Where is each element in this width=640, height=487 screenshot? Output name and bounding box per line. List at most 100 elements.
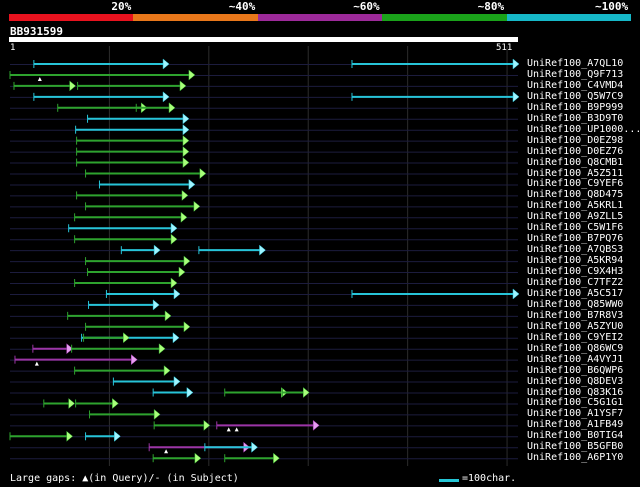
segment-arrowhead bbox=[112, 397, 119, 409]
hit-label[interactable]: UniRef100_A5KR94 bbox=[527, 255, 624, 267]
segment-arrowhead bbox=[66, 343, 74, 355]
segment-arrowhead bbox=[199, 167, 207, 180]
segment-arrowhead bbox=[188, 69, 196, 81]
segment-arrowhead bbox=[66, 430, 74, 442]
hit-label[interactable]: UniRef100_A6P1Y0 bbox=[527, 452, 624, 464]
hit-label[interactable]: UniRef100_A4VYJ1 bbox=[527, 353, 624, 365]
hit-label[interactable]: UniRef100_Q85WW0 bbox=[527, 298, 624, 310]
hit-label[interactable]: UniRef100_A7QL10 bbox=[527, 58, 624, 69]
segment-arrowhead bbox=[512, 58, 520, 70]
segment-arrowhead bbox=[180, 211, 188, 223]
hit-label[interactable]: UniRef100_B9P999 bbox=[527, 101, 624, 113]
hit-label[interactable]: UniRef100_C4VMD4 bbox=[527, 79, 624, 91]
segment-arrowhead bbox=[162, 58, 170, 70]
segment-arrowhead bbox=[259, 244, 266, 256]
segment-arrowhead bbox=[153, 408, 161, 420]
segment-arrowhead bbox=[186, 386, 194, 399]
query-gap-marker bbox=[164, 449, 169, 454]
segment-arrowhead bbox=[68, 397, 76, 409]
segment-arrowhead bbox=[158, 343, 166, 355]
scale-legend: =100char. bbox=[462, 473, 517, 484]
hit-label[interactable]: UniRef100_A5Z511 bbox=[527, 167, 624, 179]
segment-arrowhead bbox=[182, 157, 190, 169]
segment-arrowhead bbox=[172, 332, 180, 344]
hit-label[interactable]: UniRef100_Q86WC9 bbox=[527, 342, 624, 354]
hit-label[interactable]: UniRef100_C7TFZ2 bbox=[527, 277, 624, 288]
segment-arrowhead bbox=[170, 222, 178, 234]
segment-arrowhead bbox=[203, 419, 211, 431]
segment-arrowhead bbox=[512, 91, 520, 103]
hit-label[interactable]: UniRef100_A1YSF7 bbox=[527, 408, 624, 420]
query-gap-marker bbox=[234, 427, 239, 432]
query-end-label: 511 bbox=[496, 43, 513, 53]
hit-label[interactable]: UniRef100_A1FB49 bbox=[527, 419, 624, 431]
hit-label[interactable]: UniRef100_B3D9T0 bbox=[527, 112, 624, 124]
legend-swatch bbox=[257, 14, 383, 21]
segment-arrowhead bbox=[168, 102, 176, 114]
segment-arrowhead bbox=[170, 233, 178, 245]
hit-label[interactable]: UniRef100_B7R8V3 bbox=[527, 309, 624, 321]
query-start-label: 1 bbox=[10, 43, 16, 53]
scale-swatch bbox=[439, 479, 459, 482]
hit-label[interactable]: UniRef100_B0TIG4 bbox=[527, 430, 624, 442]
legend-label: ~60% bbox=[353, 0, 380, 13]
segment-arrowhead bbox=[181, 189, 189, 201]
gap-legend: Large gaps: ▲(in Query)/- (in Subject) bbox=[10, 473, 239, 484]
hit-label[interactable]: UniRef100_A7QBS3 bbox=[527, 244, 624, 256]
hit-label[interactable]: UniRef100_Q5W7C9 bbox=[527, 90, 624, 102]
legend-swatch bbox=[382, 14, 507, 21]
segment-arrowhead bbox=[162, 91, 170, 103]
segment-arrowhead bbox=[194, 452, 202, 464]
segment-arrowhead bbox=[152, 299, 160, 311]
hit-label[interactable]: UniRef100_UP1000... bbox=[527, 123, 640, 135]
segment-arrowhead bbox=[193, 200, 201, 212]
hit-label[interactable]: UniRef100_A5ZYU0 bbox=[527, 320, 624, 332]
segment-arrowhead bbox=[178, 266, 186, 278]
segment-arrowhead bbox=[153, 244, 161, 256]
hit-label[interactable]: UniRef100_A5KRL1 bbox=[527, 200, 624, 212]
query-gap-marker bbox=[37, 76, 42, 81]
hit-label[interactable]: UniRef100_A5C517 bbox=[527, 287, 624, 299]
hit-label[interactable]: UniRef100_C9YEF6 bbox=[527, 178, 624, 190]
legend-label: 20% bbox=[111, 0, 132, 13]
segment-arrowhead bbox=[123, 332, 130, 344]
hit-label[interactable]: UniRef100_D0EZ76 bbox=[527, 145, 624, 157]
legend-swatch bbox=[133, 14, 258, 21]
legend-label: ~40% bbox=[228, 0, 256, 13]
legend-swatch bbox=[9, 14, 134, 21]
segment-arrowhead bbox=[182, 135, 190, 147]
query-sequence-bar bbox=[9, 37, 518, 42]
hit-label[interactable]: UniRef100_B6QWP6 bbox=[527, 364, 624, 376]
hit-label[interactable]: UniRef100_Q8CMB1 bbox=[527, 156, 624, 168]
segment-arrowhead bbox=[173, 288, 181, 300]
segment-arrowhead bbox=[170, 277, 178, 289]
hit-label[interactable]: UniRef100_Q8DEV3 bbox=[527, 375, 624, 387]
hit-label[interactable]: UniRef100_B5GFB0 bbox=[527, 441, 624, 453]
hit-label[interactable]: UniRef100_Q9F713 bbox=[527, 68, 624, 80]
segment-arrowhead bbox=[182, 113, 190, 125]
hit-label[interactable]: UniRef100_C5W1F6 bbox=[527, 222, 624, 234]
hit-label[interactable]: UniRef100_C9YEI2 bbox=[527, 331, 624, 343]
segment-arrowhead bbox=[182, 146, 190, 158]
segment-arrowhead bbox=[273, 452, 280, 464]
segment-arrowhead bbox=[183, 321, 191, 333]
segment-arrowhead bbox=[179, 80, 187, 92]
hit-label[interactable]: UniRef100_Q83K16 bbox=[527, 386, 624, 398]
legend-label: ~100% bbox=[595, 0, 629, 13]
segment-arrowhead bbox=[114, 430, 121, 442]
segment-arrowhead bbox=[302, 386, 310, 399]
hit-label[interactable]: UniRef100_B7PQ76 bbox=[527, 233, 624, 245]
hit-label[interactable]: UniRef100_C5G1G1 bbox=[527, 397, 624, 409]
hit-label[interactable]: UniRef100_D0EZ98 bbox=[527, 134, 624, 146]
segment-arrowhead bbox=[69, 80, 77, 92]
segment-arrowhead bbox=[131, 354, 138, 366]
hit-label[interactable]: UniRef100_Q8D475 bbox=[527, 189, 624, 201]
query-gap-marker bbox=[226, 427, 231, 432]
segment-arrowhead bbox=[173, 376, 181, 388]
segment-arrowhead bbox=[164, 310, 172, 322]
segment-arrowhead bbox=[188, 178, 196, 190]
hit-label[interactable]: UniRef100_C9X4H3 bbox=[527, 266, 624, 278]
hit-label[interactable]: UniRef100_A9ZLL5 bbox=[527, 211, 624, 223]
segment-arrowhead bbox=[251, 441, 258, 453]
